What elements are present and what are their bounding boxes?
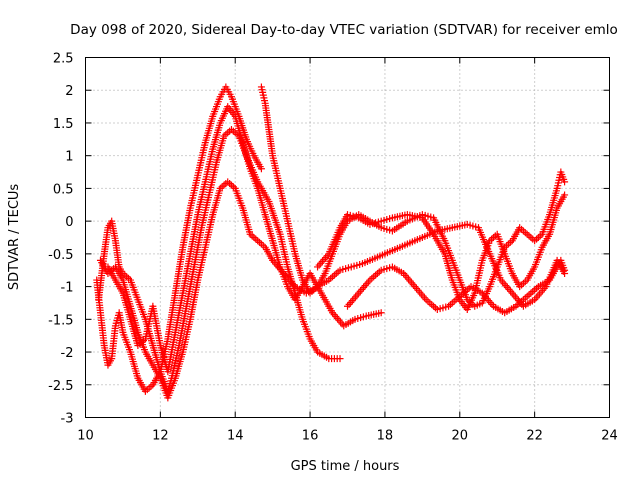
x-tick-label: 24 [601, 429, 618, 444]
series-track-4 [104, 103, 385, 376]
y-tick-label: -1 [61, 281, 74, 296]
x-tick-label: 10 [77, 429, 94, 444]
y-tick-label: 2.5 [53, 52, 74, 67]
x-axis-label: GPS time / hours [291, 459, 400, 474]
data-point [561, 266, 569, 274]
axis-ticks: 10 12 14 16 18 20 22 24 -3 -2.5 -2 -1.5 -1 -0.5 0 0.5 1 1… [48, 52, 618, 444]
y-tick-label: -1.5 [48, 313, 73, 328]
x-tick-label: 16 [302, 429, 319, 444]
x-tick-label: 22 [526, 429, 543, 444]
y-axis-label: SDTVAR / TECUs [7, 184, 22, 291]
y-tick-label: -0.5 [48, 248, 73, 263]
plot-frame [85, 57, 610, 418]
data-marks [93, 83, 569, 402]
data-point [336, 355, 344, 363]
chart-title: Day 098 of 2020, Sidereal Day-to-day VTE… [70, 22, 618, 38]
x-tick-label: 14 [227, 429, 244, 444]
data-point [257, 165, 265, 173]
y-tick-label: -3 [61, 412, 74, 427]
y-tick-label: -2 [61, 346, 74, 361]
x-tick-label: 18 [377, 429, 394, 444]
x-tick-label: 20 [452, 429, 469, 444]
series-track-5 [257, 83, 569, 310]
y-tick-label: 0.5 [53, 182, 74, 197]
series-track-3 [96, 178, 569, 402]
y-tick-label: 1.5 [53, 117, 74, 132]
y-tick-label: 2 [65, 84, 73, 99]
data-point [377, 309, 385, 317]
series-track-7 [344, 256, 569, 317]
data-point [561, 178, 569, 186]
y-tick-label: 1 [65, 150, 73, 165]
y-tick-label: 0 [65, 215, 73, 230]
x-tick-label: 12 [152, 429, 169, 444]
data-point [561, 191, 569, 199]
y-tick-label: -2.5 [48, 379, 73, 394]
